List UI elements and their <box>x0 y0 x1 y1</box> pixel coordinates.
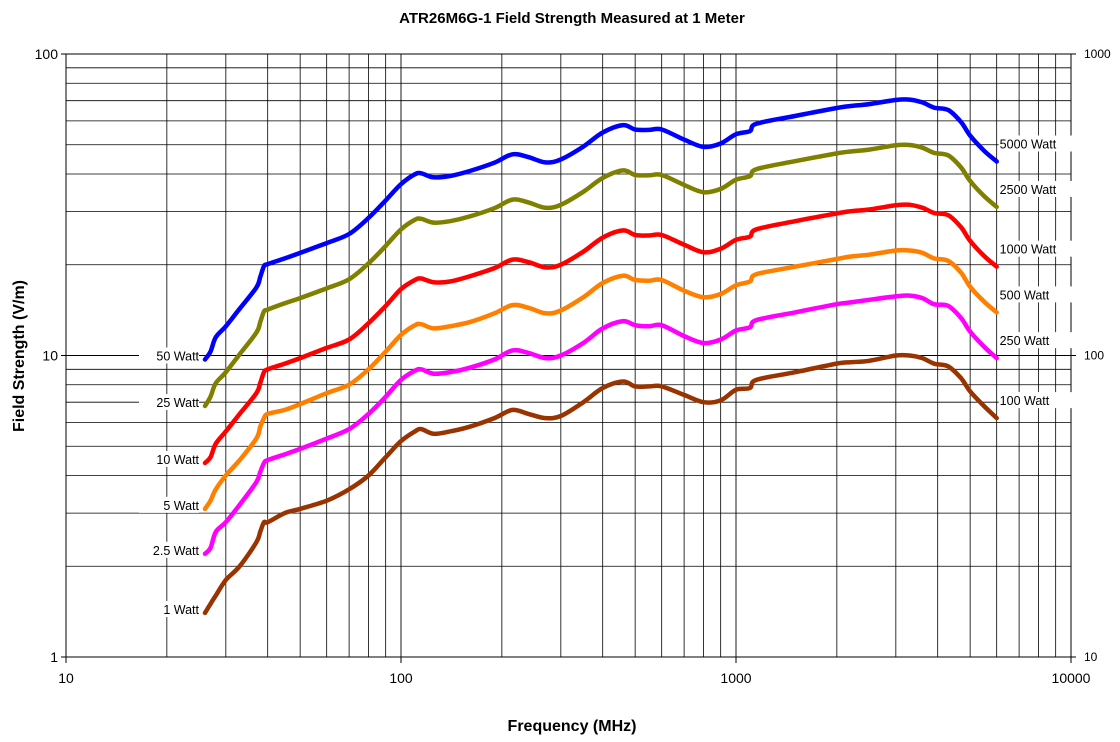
series-right-label: 1000 Watt <box>1000 243 1057 257</box>
left-label-background <box>139 347 200 364</box>
left-label-background <box>139 393 200 410</box>
series-left-label: 50 Watt <box>156 349 199 363</box>
series-line <box>202 247 999 512</box>
series-line <box>202 97 999 362</box>
left-label-background <box>139 541 200 558</box>
right-label-background <box>998 180 1073 197</box>
series-right-label: 500 Watt <box>1000 288 1050 302</box>
series-right-label: 5000 Watt <box>1000 137 1057 151</box>
left-label-background <box>139 496 200 513</box>
right-label-background <box>998 240 1073 257</box>
x-tick-label: 100 <box>389 670 413 686</box>
right-axis-tick-label: 1000 <box>1084 47 1111 61</box>
right-axis-tick-label: 100 <box>1084 349 1104 363</box>
chart-title: ATR26M6G-1 Field Strength Measured at 1 … <box>399 10 745 27</box>
left-label-background <box>139 600 200 617</box>
series-lines <box>202 97 999 616</box>
right-label-background <box>998 135 1073 152</box>
series-line <box>202 352 999 616</box>
y-tick-label: 1 <box>50 649 58 665</box>
series-line <box>202 142 999 409</box>
x-axis-title: Frequency (MHz) <box>508 718 637 735</box>
series-left-label: 25 Watt <box>156 396 199 410</box>
right-label-background <box>998 286 1073 303</box>
y-tick-label: 100 <box>35 46 59 62</box>
series-right-label: 2500 Watt <box>1000 183 1057 197</box>
series-left-label: 10 Watt <box>156 453 199 467</box>
right-label-background <box>998 392 1073 409</box>
x-tick-label: 10 <box>58 670 74 686</box>
right-axis-tick-label: 10 <box>1084 650 1098 664</box>
y-axis-title: Field Strength (V/m) <box>11 280 28 432</box>
line-labels: 5000 Watt 50 Watt 2500 Watt 25 Watt 1000 Wat… <box>139 135 1073 617</box>
right-label-background <box>998 332 1073 349</box>
series-left-label: 2.5 Watt <box>153 544 200 558</box>
y-tick-label: 10 <box>42 348 58 364</box>
series-right-label: 100 Watt <box>1000 394 1050 408</box>
series-line <box>202 202 999 466</box>
x-tick-label: 10000 <box>1052 670 1091 686</box>
left-label-background <box>139 450 200 467</box>
series-left-label: 5 Watt <box>163 499 199 513</box>
series-line <box>202 293 999 557</box>
series-right-label: 250 Watt <box>1000 334 1050 348</box>
x-tick-label: 1000 <box>720 670 751 686</box>
series-left-label: 1 Watt <box>163 603 199 617</box>
